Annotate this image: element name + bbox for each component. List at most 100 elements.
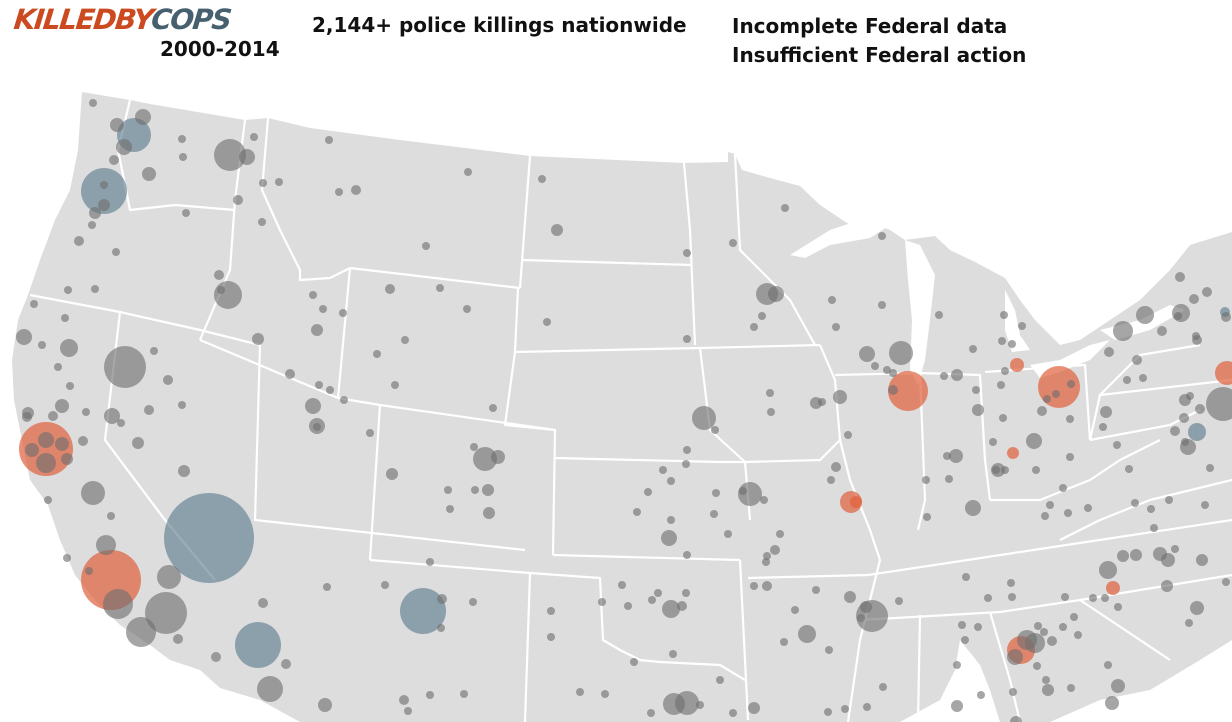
killing-bubble-gray[interactable] [780,638,788,646]
killing-bubble-gray[interactable] [25,443,39,457]
killing-bubble-gray[interactable] [38,432,54,448]
killing-bubble-gray[interactable] [1192,332,1200,340]
killing-bubble-gray[interactable] [945,475,953,483]
killing-bubble-gray[interactable] [473,447,497,471]
killing-bubble-gray[interactable] [598,598,606,606]
killing-bubble-gray[interactable] [888,385,898,395]
killing-bubble-gray[interactable] [1100,406,1112,418]
killing-bubble-gray[interactable] [326,386,334,394]
killing-bubble-blue[interactable] [81,168,127,214]
killing-bubble-gray[interactable] [781,204,789,212]
killing-bubble-gray[interactable] [1201,501,1209,509]
killing-bubble-gray[interactable] [1174,312,1182,320]
killing-bubble-gray[interactable] [1042,684,1054,696]
killing-bubble-gray[interactable] [98,199,110,211]
killing-bubble-gray[interactable] [818,398,826,406]
killing-bubble-gray[interactable] [770,545,780,555]
killing-bubble-gray[interactable] [22,412,32,422]
killing-bubble-gray[interactable] [965,500,981,516]
killing-bubble-gray[interactable] [281,659,291,669]
killing-bubble-gray[interactable] [863,703,871,711]
killing-bubble-gray[interactable] [1190,601,1204,615]
killing-bubble-gray[interactable] [1139,374,1147,382]
killing-bubble-gray[interactable] [422,242,430,250]
killing-bubble-gray[interactable] [482,484,494,496]
killing-bubble-gray[interactable] [972,404,984,416]
killing-bubble-gray[interactable] [309,291,317,299]
killing-bubble-gray[interactable] [44,496,52,504]
killing-bubble-blue[interactable] [1188,423,1206,441]
killing-bubble-gray[interactable] [1161,580,1173,592]
killing-bubble-gray[interactable] [91,285,99,293]
killing-bubble-gray[interactable] [381,581,389,589]
killing-bubble-gray[interactable] [144,405,154,415]
killing-bubble-gray[interactable] [791,606,799,614]
killing-bubble-gray[interactable] [949,449,963,463]
killing-bubble-gray[interactable] [1221,312,1231,322]
killing-bubble-gray[interactable] [828,296,836,304]
killing-bubble-gray[interactable] [252,333,264,345]
killing-bubble-gray[interactable] [724,530,732,538]
killing-bubble-gray[interactable] [366,429,374,437]
killing-bubble-gray[interactable] [399,695,409,705]
killing-bubble-gray[interactable] [895,597,903,605]
killing-bubble-gray[interactable] [860,601,872,613]
killing-bubble-gray[interactable] [214,281,242,309]
killing-bubble-gray[interactable] [463,305,471,313]
killing-bubble-gray[interactable] [285,369,295,379]
killing-bubble-gray[interactable] [798,625,816,643]
killing-bubble-gray[interactable] [692,406,716,430]
killing-bubble-gray[interactable] [211,652,221,662]
killing-bubble-gray[interactable] [239,149,255,165]
killing-bubble-gray[interactable] [89,99,97,107]
killing-bubble-gray[interactable] [1001,367,1009,375]
killing-bubble-gray[interactable] [844,591,856,603]
killing-bubble-gray[interactable] [107,512,115,520]
killing-bubble-gray[interactable] [776,530,784,538]
killing-bubble-gray[interactable] [969,345,977,353]
killing-bubble-orange[interactable] [888,371,928,411]
killing-bubble-gray[interactable] [972,386,980,394]
killing-bubble-gray[interactable] [551,224,563,236]
killing-bubble-gray[interactable] [958,621,966,629]
killing-bubble-gray[interactable] [677,601,687,611]
killing-bubble-gray[interactable] [1007,649,1023,665]
killing-bubble-gray[interactable] [716,676,724,684]
killing-bubble-gray[interactable] [426,558,434,566]
killing-bubble-gray[interactable] [491,450,505,464]
killing-bubble-gray[interactable] [999,414,1007,422]
killing-bubble-gray[interactable] [1104,347,1114,357]
killing-bubble-gray[interactable] [257,676,283,702]
killing-bubble-gray[interactable] [683,335,691,343]
killing-bubble-gray[interactable] [1018,322,1026,330]
killing-bubble-gray[interactable] [339,309,347,317]
killing-bubble-gray[interactable] [669,650,677,658]
killing-bubble-blue[interactable] [164,493,254,583]
killing-bubble-gray[interactable] [767,408,775,416]
killing-bubble-gray[interactable] [825,646,833,654]
killing-bubble-gray[interactable] [182,209,190,217]
killing-bubble-gray[interactable] [1007,579,1015,587]
killing-bubble-gray[interactable] [1008,340,1016,348]
killing-bubble-gray[interactable] [832,323,840,331]
killing-bubble-gray[interactable] [878,301,886,309]
killing-bubble-orange[interactable] [1010,358,1024,372]
killing-bubble-gray[interactable] [997,381,1005,389]
killing-bubble-gray[interactable] [250,133,258,141]
killing-bubble-gray[interactable] [712,489,720,497]
killing-bubble-gray[interactable] [750,323,758,331]
killing-bubble-gray[interactable] [145,592,187,634]
killing-bubble-gray[interactable] [471,486,479,494]
killing-bubble-gray[interactable] [1179,413,1189,423]
killing-bubble-gray[interactable] [1147,505,1155,513]
killing-bubble-gray[interactable] [998,337,1006,345]
killing-bubble-gray[interactable] [940,372,948,380]
killing-bubble-gray[interactable] [1171,545,1179,553]
killing-bubble-gray[interactable] [104,408,120,424]
killing-bubble-gray[interactable] [644,488,652,496]
killing-bubble-gray[interactable] [391,381,399,389]
killing-bubble-gray[interactable] [1061,593,1069,601]
killing-bubble-gray[interactable] [1125,465,1133,473]
killing-bubble-gray[interactable] [739,487,747,495]
killing-bubble-gray[interactable] [729,709,737,717]
